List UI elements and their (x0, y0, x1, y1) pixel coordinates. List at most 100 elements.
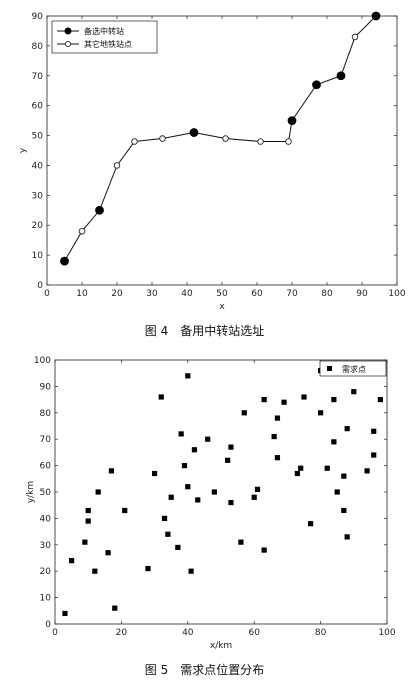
demand-point (69, 558, 75, 564)
x-tick-label: 40 (181, 289, 193, 299)
metro-station-point (159, 135, 166, 142)
y-tick-label: 80 (40, 409, 52, 419)
x-tick-label: 100 (388, 289, 405, 299)
y-tick-label: 0 (37, 281, 43, 291)
candidate-station-point (371, 11, 381, 21)
y-tick-label: 40 (32, 161, 44, 171)
legend-marker-candidate (64, 27, 72, 35)
x-axis-label: x/km (210, 641, 232, 651)
demand-point (261, 547, 267, 553)
demand-point (168, 494, 174, 500)
demand-point (92, 568, 98, 574)
demand-point (205, 436, 211, 442)
metro-station-point (285, 138, 292, 145)
x-tick-label: 50 (216, 289, 228, 299)
demand-point (294, 470, 300, 477)
chart-fig5: 0 20 40 60 80 100 0 10 20 30 40 50 60 70 80 90 100 x/km y/… (26, 356, 396, 651)
caption-fig4: 图 4 备用中转站选址 (144, 324, 265, 338)
demand-point (318, 410, 324, 416)
legend-marker-demand (327, 366, 332, 371)
demand-point (371, 452, 377, 458)
demand-point (158, 394, 164, 400)
x-tick-label: 0 (52, 628, 58, 638)
x-tick-label: 80 (321, 289, 333, 299)
plot-frame (46, 15, 398, 286)
y-tick-label: 40 (40, 514, 52, 524)
demand-point (341, 507, 347, 514)
x-tick-label: 70 (286, 289, 298, 299)
demand-point (351, 389, 357, 395)
candidate-station-point (60, 256, 69, 266)
demand-point (105, 550, 111, 556)
y-tick-label: 70 (40, 435, 52, 445)
x-tick-label: 20 (111, 289, 123, 299)
x-axis-label: x (219, 302, 225, 312)
y-tick-label: 70 (32, 72, 44, 82)
demand-point (298, 465, 304, 471)
legend-label-demand: 需求点 (342, 364, 366, 374)
demand-point (344, 534, 350, 540)
y-tick-label: 50 (40, 488, 52, 498)
legend-label-metro: 其它地铁站点 (84, 39, 132, 49)
y-tick-label: 80 (32, 42, 44, 52)
x-tick-label: 10 (76, 289, 88, 299)
y-tick-label: 90 (32, 12, 44, 22)
demand-point (185, 373, 191, 379)
demand-point (251, 494, 257, 500)
demand-point (308, 521, 314, 527)
demand-point (165, 531, 171, 537)
candidate-station-point (336, 71, 346, 81)
x-tick-label: 0 (44, 289, 50, 299)
x-tick-label: 90 (356, 289, 368, 299)
metro-station-point (351, 33, 359, 41)
demand-point (225, 457, 231, 463)
demand-point (85, 518, 91, 524)
demand-point (364, 468, 370, 474)
demand-point (241, 410, 247, 416)
legend-box (319, 360, 387, 377)
x-tick-label: 60 (251, 289, 263, 299)
x-tick-label: 40 (182, 628, 194, 638)
demand-point (122, 507, 128, 514)
y-tick-label: 90 (40, 382, 52, 392)
candidate-station-point (287, 116, 297, 126)
demand-point (175, 544, 181, 551)
x-tick-label: 60 (248, 628, 260, 638)
y-tick-label: 10 (40, 594, 52, 604)
demand-point (274, 455, 281, 461)
demand-point (301, 394, 307, 400)
demand-point (191, 447, 198, 453)
demand-point (82, 539, 88, 545)
demand-point (85, 507, 91, 514)
demand-point (185, 484, 191, 490)
demand-point (145, 565, 151, 572)
legend-marker-metro (64, 40, 72, 48)
demand-point (281, 399, 287, 405)
chart-fig4: 0 10 20 30 40 50 60 70 80 90 100 0 10 20 30 40 50 60 70 80 9… (18, 11, 406, 312)
metro-station-point (113, 162, 121, 169)
y-tick-label: 10 (32, 251, 44, 261)
demand-point (152, 470, 158, 477)
demand-point (238, 539, 244, 545)
candidate-station-point (189, 128, 199, 137)
y-tick-label: 20 (32, 221, 44, 231)
caption-fig5: 图 5 需求点位置分布 (144, 663, 265, 677)
demand-point (331, 397, 337, 403)
y-tick-label: 100 (34, 356, 51, 366)
demand-point (334, 489, 340, 495)
demand-point (195, 497, 201, 503)
demand-point (228, 499, 234, 506)
demand-point (108, 468, 115, 474)
y-tick-label: 0 (45, 620, 51, 630)
candidate-station-point (95, 205, 104, 215)
demand-point (112, 605, 118, 611)
y-tick-label: 20 (40, 567, 52, 577)
x-tick-label: 30 (146, 289, 158, 299)
y-tick-label: 60 (32, 102, 44, 112)
metro-station-point (222, 135, 229, 142)
demand-point (344, 426, 350, 432)
demand-point (211, 489, 217, 495)
demand-point (261, 397, 267, 403)
demand-point (62, 610, 68, 617)
demand-point (331, 439, 337, 445)
